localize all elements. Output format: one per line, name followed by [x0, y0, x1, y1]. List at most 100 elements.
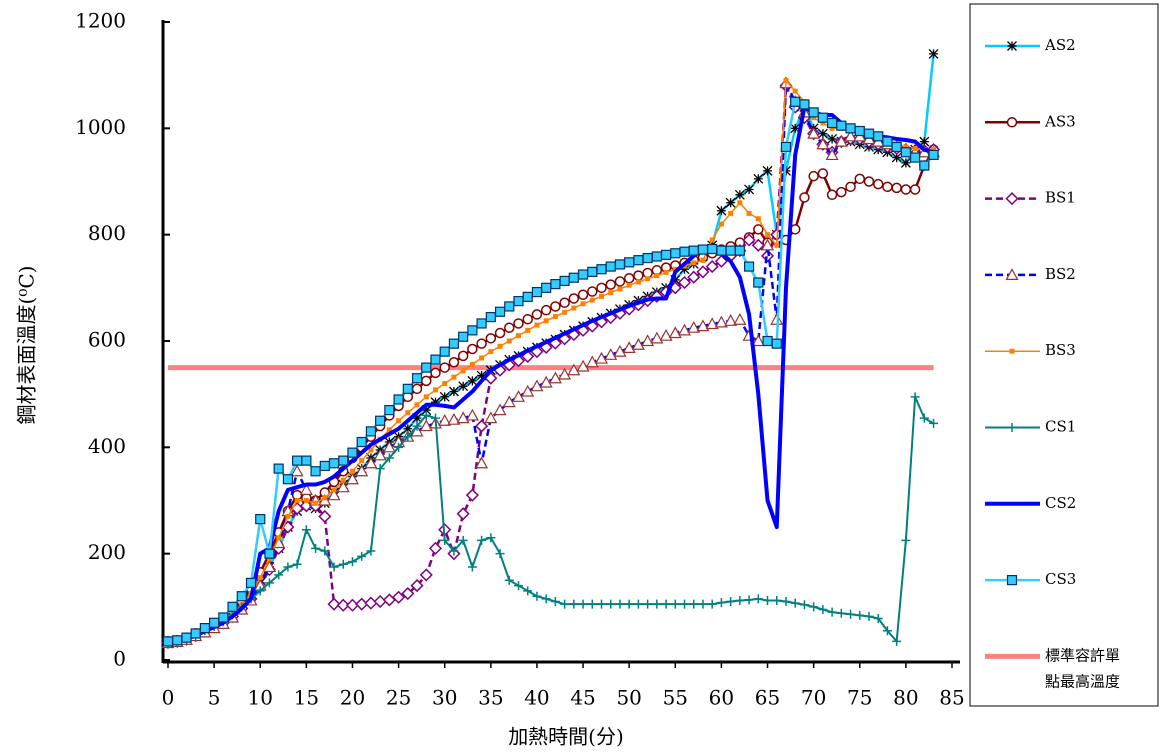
point: [412, 421, 422, 431]
point: [394, 442, 404, 452]
legend-marker: [1005, 268, 1019, 280]
series: [161, 79, 941, 650]
point: [605, 261, 616, 272]
point: [792, 88, 798, 94]
x-tick-label: 5: [208, 686, 221, 710]
point: [274, 570, 284, 580]
point: [402, 423, 413, 434]
point: [355, 464, 369, 477]
point: [596, 264, 607, 275]
point: [751, 334, 765, 347]
y-tick-label: 400: [88, 434, 126, 458]
point: [587, 599, 597, 609]
point: [257, 575, 263, 581]
point: [419, 568, 433, 582]
point: [410, 424, 424, 437]
point: [181, 632, 192, 643]
point: [735, 595, 745, 605]
point: [449, 546, 459, 556]
point: [707, 243, 718, 255]
point: [726, 597, 736, 607]
x-tick-label: 80: [893, 686, 918, 710]
point: [402, 383, 413, 394]
point: [456, 411, 470, 424]
point: [844, 129, 858, 142]
point: [218, 612, 229, 623]
point: [497, 343, 503, 349]
point: [753, 173, 764, 184]
point: [345, 472, 359, 485]
point: [650, 331, 664, 344]
point: [846, 609, 856, 619]
point: [488, 349, 494, 355]
point: [506, 338, 512, 344]
point: [909, 184, 921, 195]
point: [328, 458, 340, 469]
point: [928, 48, 939, 59]
legend-marker: [1007, 423, 1017, 432]
point: [467, 375, 478, 386]
point: [580, 301, 586, 307]
point: [714, 315, 728, 328]
point: [734, 245, 745, 256]
point: [382, 593, 396, 607]
point: [476, 370, 487, 381]
point: [751, 238, 765, 252]
point: [460, 368, 466, 374]
point: [569, 599, 579, 609]
point: [836, 608, 846, 618]
point: [366, 546, 376, 556]
point: [790, 96, 801, 107]
point: [817, 128, 828, 139]
point: [765, 232, 771, 238]
point: [356, 436, 367, 448]
point: [336, 480, 350, 493]
y-tick-label: 800: [88, 221, 126, 245]
point: [631, 337, 645, 350]
point: [919, 413, 929, 423]
point: [438, 414, 452, 426]
point: [827, 134, 838, 144]
point: [763, 595, 773, 605]
point: [755, 216, 761, 222]
point: [718, 221, 724, 227]
point: [172, 635, 183, 646]
point: [780, 141, 792, 153]
point: [442, 381, 448, 387]
point: [661, 599, 671, 609]
point: [643, 599, 653, 609]
point: [622, 341, 636, 354]
point: [364, 456, 378, 469]
point: [680, 599, 690, 609]
point: [744, 184, 755, 195]
point: [700, 257, 706, 263]
point: [414, 402, 420, 408]
point: [651, 251, 662, 262]
point: [716, 245, 727, 256]
x-tick-label: 45: [570, 686, 595, 710]
point: [744, 595, 754, 605]
point: [696, 265, 710, 279]
point: [624, 257, 635, 268]
point: [668, 326, 682, 339]
point: [276, 535, 282, 541]
point: [327, 488, 341, 501]
point: [733, 312, 747, 325]
x-tick-label: 30: [432, 686, 457, 710]
legend-marker: [1006, 117, 1018, 128]
point: [320, 546, 330, 556]
point: [845, 181, 856, 193]
point: [635, 279, 641, 285]
point: [808, 107, 819, 118]
point: [209, 617, 220, 628]
point: [541, 282, 552, 293]
point: [818, 604, 828, 614]
legend-marker: [1006, 574, 1018, 586]
point: [817, 112, 828, 123]
point: [458, 381, 469, 392]
point: [504, 301, 515, 312]
point: [319, 460, 330, 472]
point: [539, 375, 553, 388]
point: [626, 282, 632, 288]
point: [419, 419, 433, 432]
